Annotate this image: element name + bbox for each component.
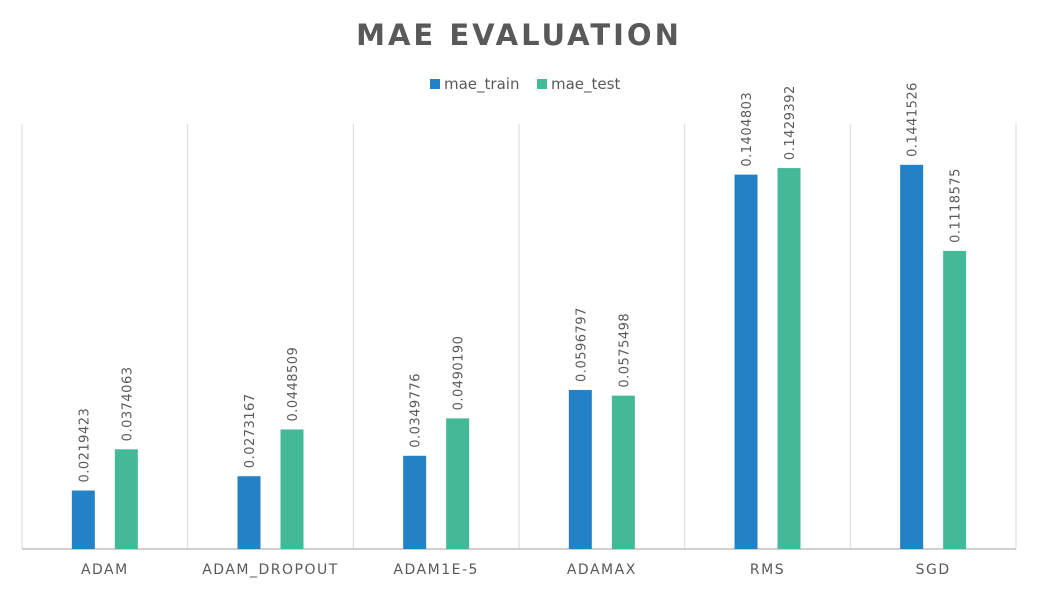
category-label-adamax: ADAMAX <box>567 562 637 578</box>
category-labels: ADAM ADAM_DROPOUT ADAM1E-5 ADAMAX RMS SGD <box>81 562 951 578</box>
data-label-mae_train-adam: 0.0219423 <box>77 408 92 483</box>
data-labels: 0.0219423 0.0374063 0.0273167 0.0448509 0.03… <box>77 82 963 483</box>
data-label-mae_train-sgd: 0.1441526 <box>906 82 921 157</box>
bar-mae_test-adamax <box>611 395 635 549</box>
bar-mae_train-sgd <box>900 164 924 550</box>
bar-mae_test-rms <box>777 168 801 550</box>
legend-swatch-mae_test <box>537 79 547 89</box>
legend: mae_train mae_test <box>430 75 620 94</box>
category-label-adam1e-5: ADAM1E-5 <box>393 562 478 578</box>
bar-mae_test-adam_dropout <box>280 429 304 549</box>
legend-label-mae_train: mae_train <box>444 75 519 94</box>
data-label-mae_test-rms: 0.1429392 <box>783 85 798 160</box>
legend-label-mae_test: mae_test <box>551 75 620 94</box>
bar-mae_train-rms <box>734 174 758 549</box>
data-label-mae_train-adamax: 0.0596797 <box>574 307 589 382</box>
data-label-mae_train-rms: 0.1404803 <box>740 92 755 167</box>
data-label-mae_test-adam_dropout: 0.0448509 <box>286 347 301 422</box>
data-label-mae_test-adamax: 0.0575498 <box>617 313 632 388</box>
data-label-mae_test-adam: 0.0374063 <box>120 366 135 441</box>
bars <box>71 164 967 550</box>
bar-mae_train-adam1e-5 <box>403 455 427 549</box>
grid-lines <box>21 124 1017 550</box>
category-label-rms: RMS <box>750 562 785 578</box>
data-label-mae_train-adam1e-5: 0.0349776 <box>409 373 424 448</box>
category-label-adam_dropout: ADAM_DROPOUT <box>202 562 339 578</box>
chart-title: MAE EVALUATION <box>356 18 682 52</box>
bar-mae_test-adam1e-5 <box>446 418 470 549</box>
bar-mae_train-adamax <box>568 389 592 549</box>
bar-mae_train-adam_dropout <box>237 476 261 549</box>
data-label-mae_train-adam_dropout: 0.0273167 <box>243 393 258 468</box>
legend-swatch-mae_train <box>430 79 440 89</box>
data-label-mae_test-adam1e-5: 0.0490190 <box>452 336 467 411</box>
category-label-sgd: SGD <box>916 562 951 578</box>
category-label-adam: ADAM <box>81 562 129 578</box>
bar-mae_train-adam <box>71 490 95 549</box>
bar-mae_test-adam <box>114 449 138 549</box>
data-label-mae_test-sgd: 0.1118575 <box>949 168 964 243</box>
bar-mae_test-sgd <box>943 250 967 549</box>
